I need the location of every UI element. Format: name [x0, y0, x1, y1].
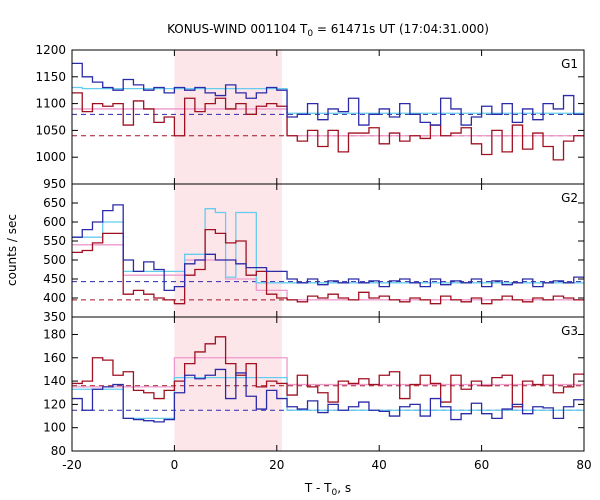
- x-tick-label: -20: [62, 458, 82, 472]
- x-tick-label: 60: [474, 458, 489, 472]
- panel-g1-series-dark-red: [72, 92, 584, 161]
- panel-g3-series-dark-red: [72, 336, 584, 408]
- panel-g1-y-tick-label: 1050: [35, 123, 66, 137]
- axis-ticks: [71, 49, 585, 452]
- panel-g2-y-tick-label: 350: [43, 310, 66, 324]
- panel-g2-y-tick-label: 450: [43, 272, 66, 286]
- panel-g1-y-tick-label: 1100: [35, 97, 66, 111]
- panel-g2-y-tick-label: 650: [43, 196, 66, 210]
- panel-g2-y-tick-label: 500: [43, 253, 66, 267]
- panel-g1-series-dark-blue: [72, 62, 584, 126]
- x-axis-label: T - T0, s: [304, 481, 351, 498]
- panel-g1-y-tick-label: 1000: [35, 150, 66, 164]
- x-tick-label: 40: [372, 458, 387, 472]
- panel-g3-highlight-interval: [174, 317, 282, 451]
- panel-g1-series-pink: [72, 108, 584, 137]
- panel-g2-series-dark-blue: [72, 204, 584, 292]
- panel-g3-series-dark-blue: [72, 368, 584, 423]
- panel-g1-label: G1: [561, 57, 578, 71]
- data-series: [72, 62, 584, 423]
- chart-title: KONUS-WIND 001104 T0 = 61471s UT (17:04:…: [167, 22, 489, 39]
- panel-frames: [71, 49, 585, 452]
- panel-g3-series-pink: [72, 357, 584, 388]
- x-tick-label: 0: [171, 458, 179, 472]
- highlight-regions: [174, 50, 282, 451]
- panel-g3-y-tick-label: 160: [43, 351, 66, 365]
- panel-g2-series-pink: [72, 244, 584, 301]
- panel-g3-label: G3: [561, 324, 578, 338]
- panel-g2-y-tick-label: 550: [43, 234, 66, 248]
- panel-g3-y-tick-label: 80: [51, 444, 66, 458]
- y-axis-label: counts / sec: [5, 214, 19, 286]
- panel-g2-series-light-blue: [72, 208, 584, 284]
- panel-g1-y-tick-label: 950: [43, 177, 66, 191]
- panel-g2-label: G2: [561, 191, 578, 205]
- panel-g3-series-light-blue: [72, 376, 584, 420]
- panel-g2-y-tick-label: 400: [43, 291, 66, 305]
- panel-g3-y-tick-label: 180: [43, 327, 66, 341]
- panel-g3-y-tick-label: 140: [43, 374, 66, 388]
- x-tick-label: 80: [576, 458, 591, 472]
- panel-g1-highlight-interval: [174, 50, 282, 184]
- panel-g3-y-tick-label: 120: [43, 397, 66, 411]
- panel-g2-y-tick-label: 600: [43, 215, 66, 229]
- panel-g3-y-tick-label: 100: [43, 421, 66, 435]
- panel-g2-series-dark-red: [72, 228, 584, 305]
- x-tick-label: 20: [269, 458, 284, 472]
- panel-g3-frame: [71, 316, 585, 452]
- panel-g1-y-tick-label: 1150: [35, 70, 66, 84]
- panel-g1-y-tick-label: 1200: [35, 43, 66, 57]
- panel-g2-highlight-interval: [174, 184, 282, 317]
